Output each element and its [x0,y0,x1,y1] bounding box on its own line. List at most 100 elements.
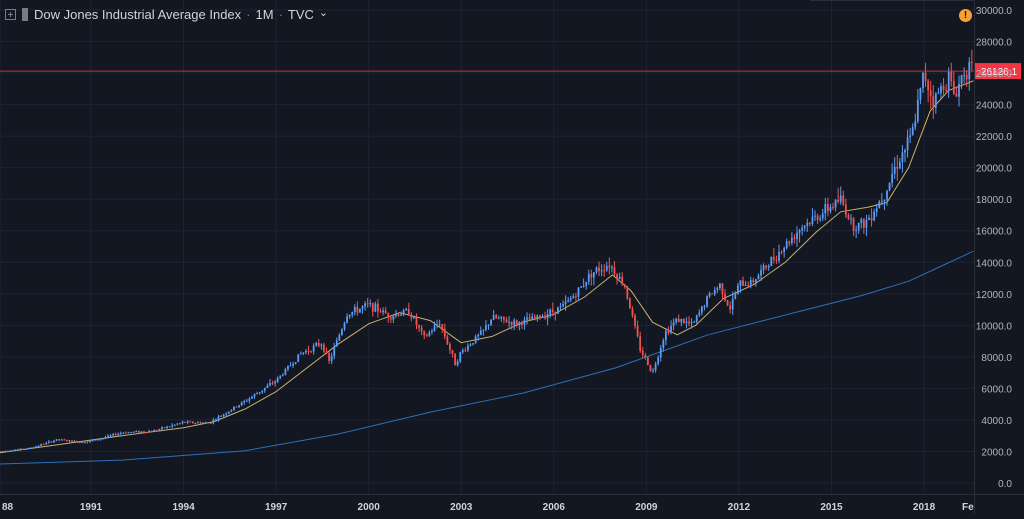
candle-body [523,319,526,325]
candle-body [76,440,79,443]
candle-body [788,241,791,244]
price-label[interactable]: 26126.1 [981,67,1018,78]
candle-body [569,298,572,300]
candle-body [415,317,418,326]
candle-body [564,301,567,305]
price-label-bg[interactable] [975,63,1021,80]
candle-body [896,166,899,169]
expand-icon[interactable] [5,8,16,20]
candle-body [770,257,773,267]
candle-body [171,425,174,427]
candle-body [842,195,845,205]
candle-body [613,267,616,275]
candle-body [901,152,904,162]
price-axis[interactable] [975,0,1024,1]
candle-body [464,350,467,352]
flag-icon[interactable] [22,7,28,21]
candle-body [166,426,169,428]
alert-icon[interactable]: ! [959,9,972,22]
y-tick-label: 30000.0 [976,6,1013,17]
candle-body [119,432,122,434]
candle-body [423,331,426,336]
candle-body [757,275,760,280]
candle-body [482,329,485,331]
candle-body [212,419,215,423]
candle-body [924,72,927,81]
candle-body [785,241,788,249]
candle-body [940,86,942,93]
candle-body [130,432,133,434]
candle-body [700,306,703,313]
candle-body [19,448,22,450]
candle-body [503,316,505,320]
candle-body [343,322,346,330]
candle-body [441,324,444,329]
candle-body [631,308,634,316]
candle-body [186,421,189,423]
candle-body [407,308,410,316]
candle-body [65,440,68,442]
candle-body [63,439,66,441]
candle-body [639,336,642,351]
candle-body [857,223,860,231]
candle-body [927,80,930,91]
candle-body [140,431,143,433]
chevron-down-icon[interactable]: ⌄ [318,6,329,19]
candle-body [258,392,261,394]
candle-body [109,435,112,437]
candle-body [292,363,294,366]
candle-body [101,438,104,440]
candle-body [294,362,297,364]
candle-body [271,383,274,385]
candle-body [323,344,325,352]
candle-body [904,150,906,153]
symbol-name[interactable]: Dow Jones Industrial Average Index [34,6,242,22]
candle-body [91,440,94,442]
ma-fast-line [0,80,974,454]
candle-body [477,334,480,337]
exchange-label[interactable]: TVC [287,6,314,22]
candle-body [305,350,307,353]
candle-body [71,440,73,442]
candle-body [739,280,742,286]
candle-body [405,308,408,311]
candle-body [325,351,328,354]
candle-body [207,422,210,424]
candle-body [721,283,724,294]
candle-body [814,215,816,217]
candle-body [672,322,675,326]
candle-body [261,390,264,393]
candle-body [965,74,968,80]
candle-body [780,251,783,253]
candle-body [274,381,276,384]
candle-body [567,299,570,302]
candle-body [395,314,397,316]
candle-body [654,363,657,371]
candle-body [829,207,832,212]
candle-body [266,385,269,388]
x-tick-label: 2018 [913,502,936,513]
candle-body [472,343,474,345]
candle-body [194,422,197,424]
candle-body [99,438,102,440]
ma-fast-layer [0,80,974,454]
candle-body [479,330,482,335]
candle-body [317,342,320,346]
candle-body [942,86,945,90]
candle-body [209,422,212,424]
candle-body [688,321,690,324]
candle-body [698,312,701,316]
candle-body [248,398,251,401]
candle-body [747,284,750,287]
x-tick-label: 2003 [450,502,473,513]
candle-body [916,99,919,122]
candle-body [752,280,755,283]
candle-body [307,350,310,352]
candle-body [875,208,878,212]
interval-label[interactable]: 1M [255,6,274,22]
candle-body [600,270,603,272]
candle-body [862,219,865,228]
